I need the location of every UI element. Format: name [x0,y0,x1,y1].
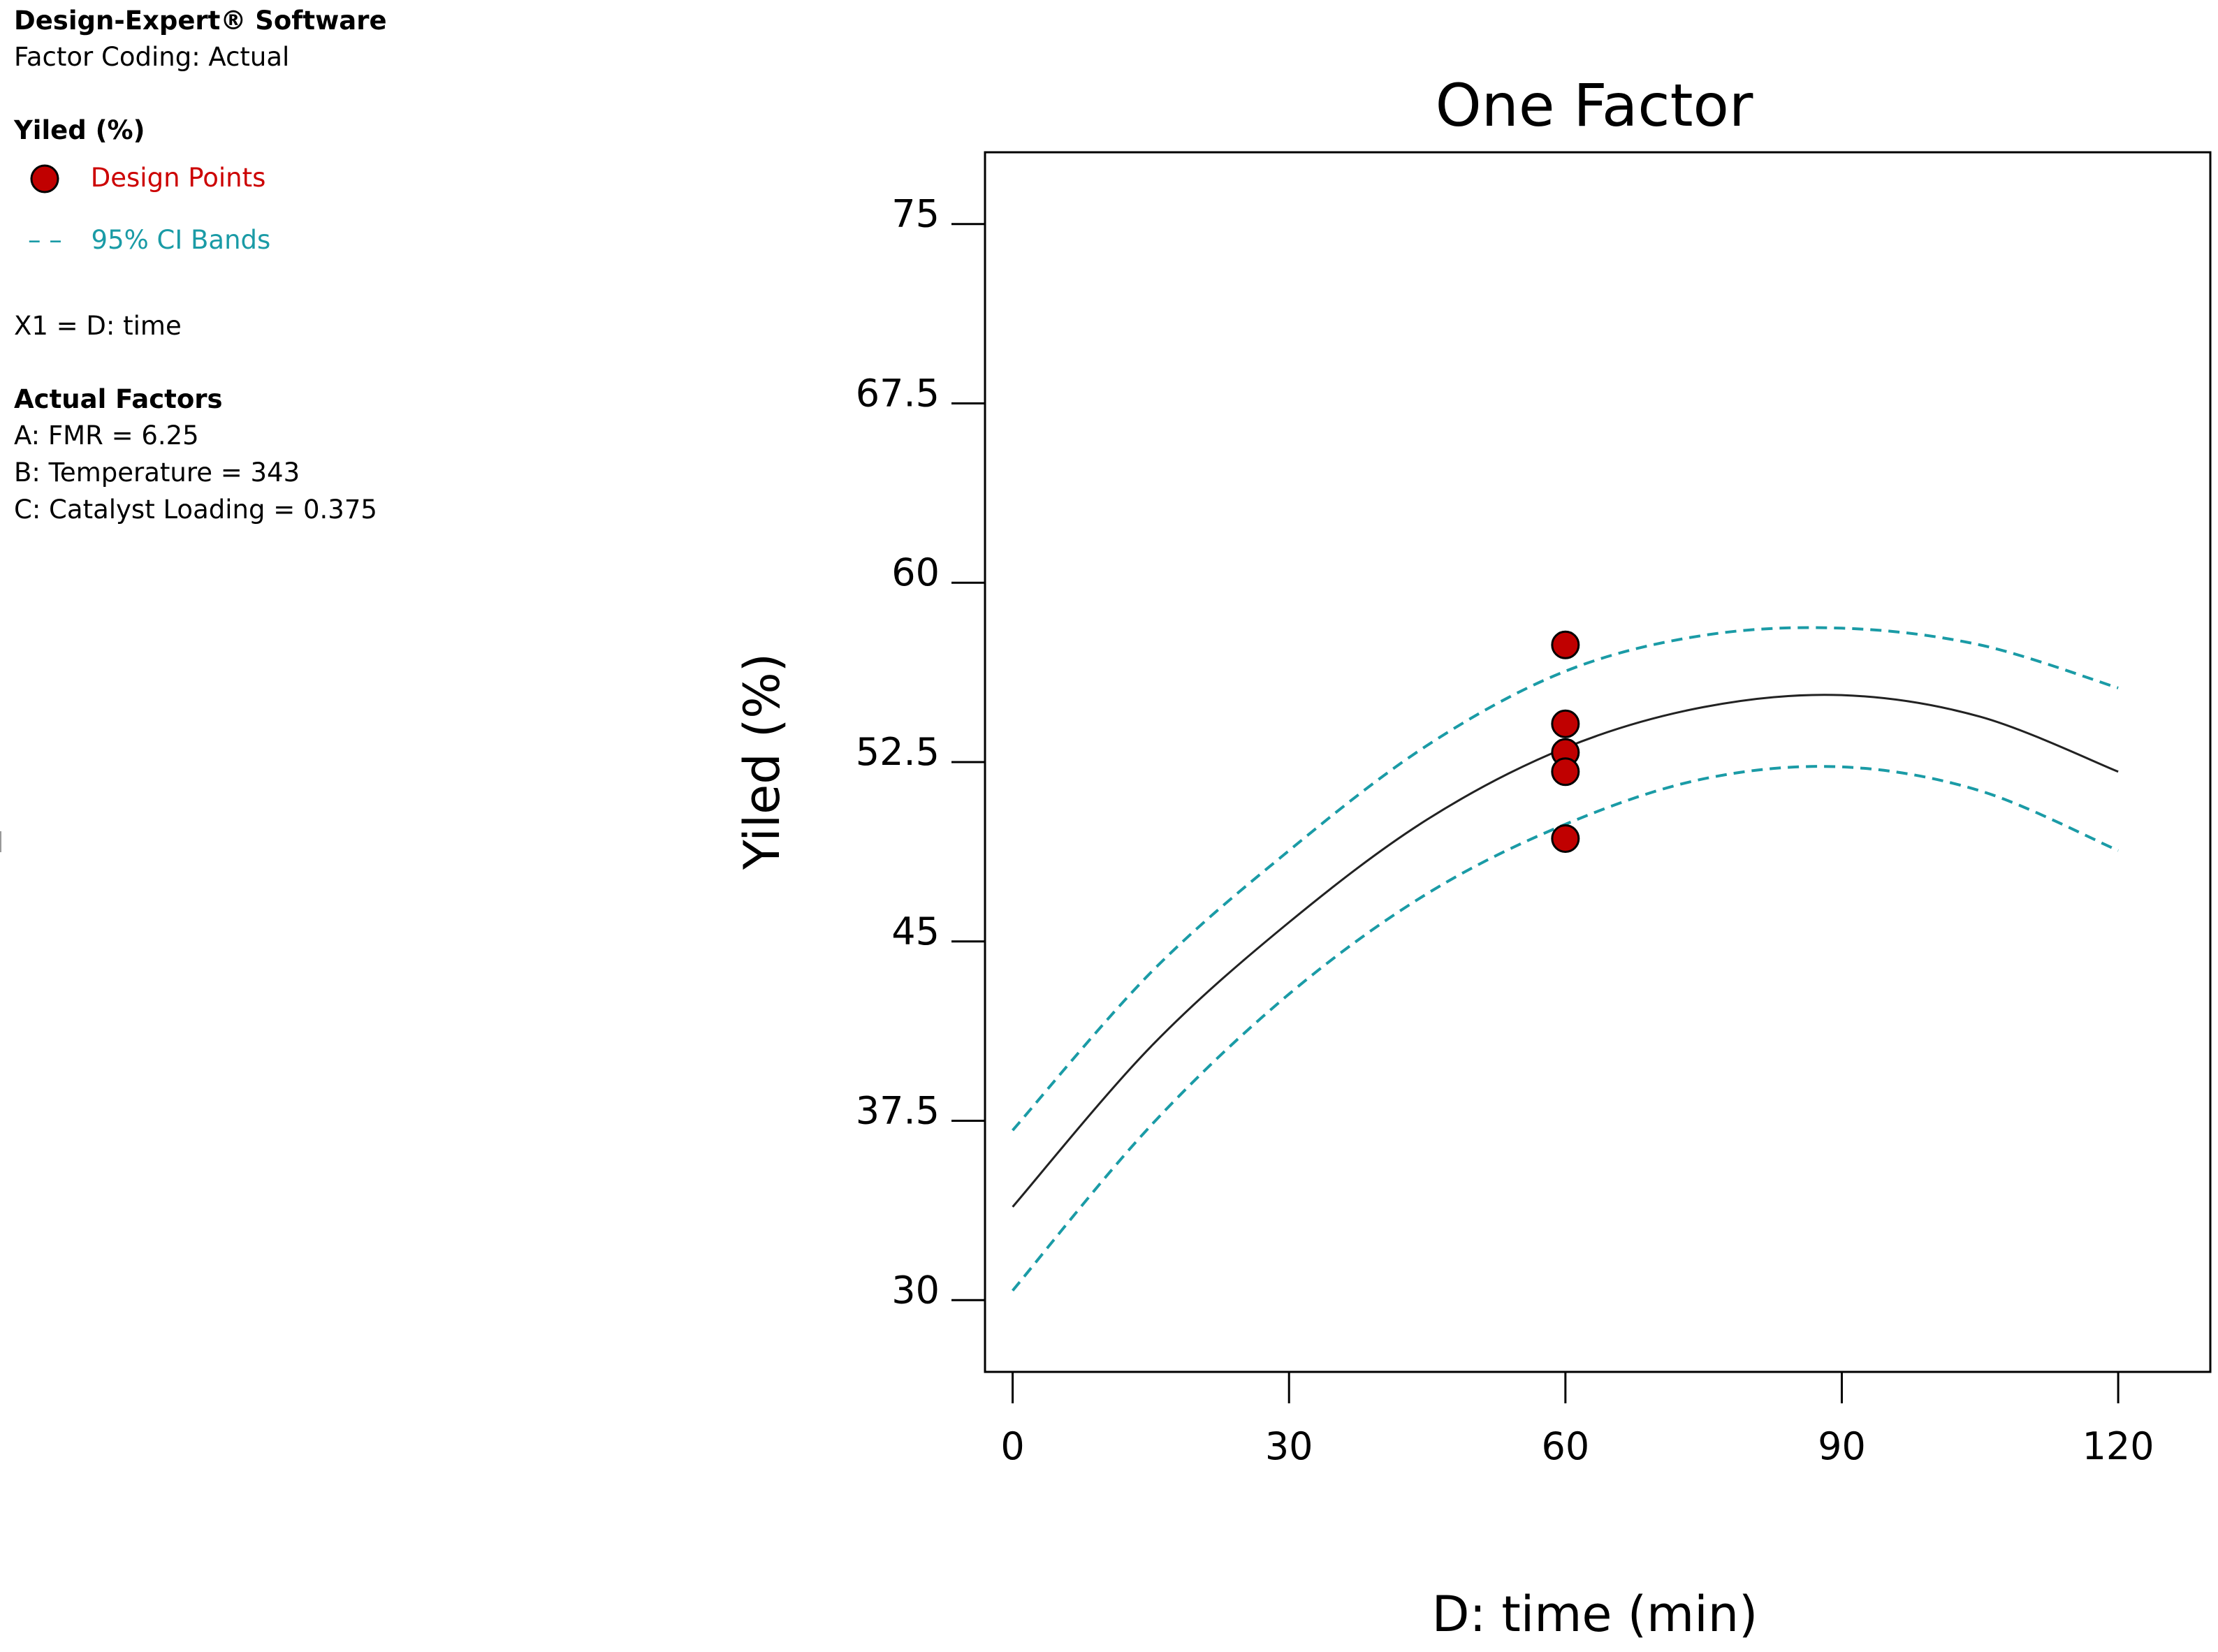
response-name: Yiled (%) [14,115,145,145]
legend-design-points-label: Design Points [90,162,266,193]
factor-coding: Factor Coding: Actual [14,42,290,72]
legend-ci-bands: – – 95% CI Bands [28,225,270,255]
design-point-marker-icon [30,164,59,193]
design-point [1551,824,1580,854]
factor-b: B: Temperature = 343 [14,458,300,488]
x-tick-label: 60 [1541,1424,1589,1468]
x-tick-label: 30 [1265,1424,1313,1468]
y-tick-label: 75 [891,192,940,236]
y-axis: 30 37.5 45 52.5 60 67.5 75 [856,192,985,1312]
window-edge-mark [0,831,3,852]
ci-lower-line [1012,765,2119,1292]
plot-frame [984,151,2212,1373]
legend-design-points: Design Points [28,162,265,196]
chart-title: One Factor [1436,71,1753,140]
y-tick-label: 37.5 [856,1089,940,1133]
design-points [1551,630,1580,854]
ci-bands [1012,626,2119,1292]
factor-c: C: Catalyst Loading = 0.375 [14,495,377,525]
y-tick-label: 30 [891,1268,940,1312]
factor-a: A: FMR = 6.25 [14,421,199,451]
design-point [1551,630,1580,659]
x-axis-label: D: time (min) [1432,1586,1758,1643]
x-tick-label: 90 [1818,1424,1866,1468]
y-tick-label: 67.5 [856,371,940,415]
design-point [1551,757,1580,787]
y-tick-label: 45 [891,909,940,953]
fit-curve-group [1012,694,2119,1208]
dashed-line-icon: – – [28,225,62,255]
design-point [1551,709,1580,738]
y-tick-label: 52.5 [856,730,940,774]
actual-factors-title: Actual Factors [14,384,223,414]
x-tick-label: 120 [2082,1424,2154,1468]
software-name: Design-Expert® Software [14,6,387,36]
x-axis: 0 30 60 90 120 [1000,1372,2154,1468]
y-axis-label: Yiled (%) [734,653,791,870]
x-tick-label: 0 [1000,1424,1024,1468]
y-tick-label: 60 [891,550,940,594]
x1-definition: X1 = D: time [14,311,182,341]
legend-ci-bands-label: 95% CI Bands [91,225,271,255]
fit-line [1012,694,2119,1208]
ci-upper-line [1012,626,2119,1132]
